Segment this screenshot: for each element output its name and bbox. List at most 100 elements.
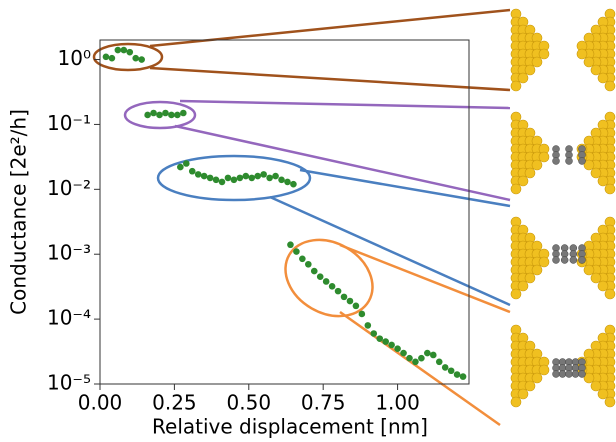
data-point <box>453 371 461 378</box>
carbon-atom <box>578 370 586 378</box>
junction-illustration <box>510 324 616 408</box>
data-point <box>230 176 238 184</box>
gold-atom <box>524 272 536 284</box>
data-point <box>406 354 413 362</box>
gold-atom <box>531 264 543 276</box>
y-tick-label: 10⁻¹ <box>47 111 91 135</box>
data-point <box>334 287 342 295</box>
gold-atom <box>517 280 529 292</box>
gold-atom <box>597 72 609 84</box>
data-point <box>441 364 449 371</box>
gold-atom <box>597 388 609 400</box>
gold-atom <box>531 372 543 384</box>
gold-atom <box>590 167 602 179</box>
data-point <box>212 176 220 184</box>
data-point <box>120 46 128 54</box>
data-point <box>424 349 431 357</box>
data-point <box>144 111 151 119</box>
data-point <box>388 341 395 349</box>
data-point <box>322 278 330 285</box>
x-tick-label: 0.75 <box>301 391 346 415</box>
zoom-line <box>339 310 501 427</box>
data-point <box>260 171 267 178</box>
gold-atom <box>590 380 602 392</box>
gold-atom <box>590 64 602 76</box>
y-tick-label: 10⁰ <box>58 46 91 70</box>
data-point <box>242 172 250 180</box>
data-point <box>206 174 214 182</box>
gold-atom <box>583 159 595 171</box>
data-point <box>358 310 366 318</box>
data-point <box>162 109 169 117</box>
data-point <box>352 302 360 310</box>
data-point <box>382 338 389 345</box>
data-point <box>168 111 175 119</box>
carbon-atom <box>565 370 573 378</box>
data-point <box>150 109 157 117</box>
data-point <box>224 174 232 182</box>
data-point <box>346 297 354 305</box>
data-point <box>278 176 285 184</box>
annotations <box>92 8 511 427</box>
carbon-atom <box>569 256 578 264</box>
gold-atom <box>590 272 602 284</box>
gold-atom <box>510 396 522 408</box>
data-point <box>287 241 294 249</box>
gold-atom <box>510 183 522 195</box>
data-point <box>254 172 262 180</box>
gold-atom <box>597 280 609 292</box>
y-axis-label: Conductance [2e²/h] <box>7 109 31 315</box>
data-point <box>177 163 184 171</box>
data-point <box>435 358 443 366</box>
carbon-atom <box>578 256 586 264</box>
data-point <box>376 335 384 342</box>
x-tick-label: 0.25 <box>152 391 197 415</box>
data-point <box>394 345 401 352</box>
data-point <box>156 111 163 119</box>
gold-atom <box>524 167 536 179</box>
gold-atom <box>597 175 609 187</box>
data-point <box>174 111 181 119</box>
data-point <box>180 109 187 117</box>
carbon-atom <box>571 370 580 378</box>
data-point <box>236 174 244 182</box>
zoom-line <box>299 168 511 208</box>
highlight-ellipse <box>284 238 374 318</box>
data-point <box>102 53 110 61</box>
x-tick-label: 0.00 <box>78 391 123 415</box>
junction-illustration <box>510 8 616 92</box>
data-point <box>340 293 348 301</box>
data-point <box>114 46 122 54</box>
x-axis-label: Relative displacement [nm] <box>152 415 428 439</box>
data-point <box>364 322 372 329</box>
gold-atom <box>524 64 536 76</box>
highlight-ellipse <box>123 100 197 130</box>
data-point <box>328 283 336 290</box>
data-point <box>412 358 419 366</box>
data-point <box>272 172 279 180</box>
junction-illustration <box>510 111 616 195</box>
y-tick-label: 10⁻² <box>47 176 91 200</box>
gold-atom <box>510 80 522 92</box>
gold-atom <box>524 380 536 392</box>
carbon-atom <box>552 256 560 264</box>
y-tick-label: 10⁻⁴ <box>47 306 91 330</box>
carbon-atom <box>578 157 586 165</box>
gold-atom <box>604 288 616 300</box>
data-point <box>266 174 273 182</box>
zoom-line <box>179 99 511 110</box>
gold-atom <box>538 256 550 268</box>
zoom-line <box>269 195 511 307</box>
carbon-atom <box>565 157 573 165</box>
data-point <box>194 171 202 178</box>
data-point <box>182 160 190 167</box>
zoom-line <box>149 8 511 48</box>
data-point <box>200 172 208 180</box>
data-point <box>316 273 324 281</box>
gold-atom <box>604 396 616 408</box>
carbon-atom <box>560 256 569 264</box>
carbon-atom <box>552 157 560 165</box>
gold-atom <box>583 372 595 384</box>
gold-atom <box>517 72 529 84</box>
